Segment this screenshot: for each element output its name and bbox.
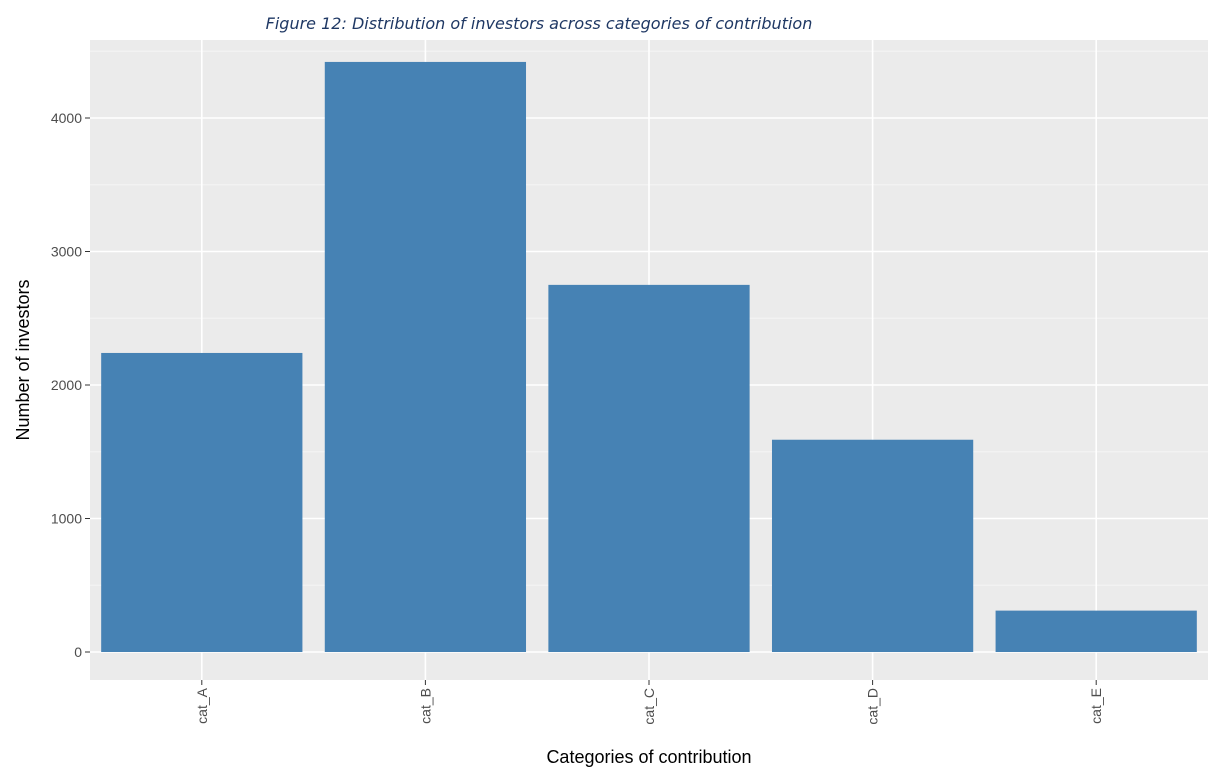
y-tick-label: 1000 <box>51 511 82 527</box>
y-tick-label: 4000 <box>51 110 82 126</box>
bar-cat-c <box>548 284 750 652</box>
y-axis-title: Number of investors <box>13 279 33 440</box>
bar-cat-a <box>101 352 303 652</box>
x-tick-label: cat_E <box>1088 688 1104 724</box>
y-tick-label: 0 <box>74 644 82 660</box>
bar-cat-b <box>324 61 527 653</box>
x-tick-label: cat_D <box>865 688 881 725</box>
figure-caption: Figure 12: Distribution of investors acr… <box>265 14 813 33</box>
bars <box>101 61 1197 653</box>
x-tick-label: cat_A <box>194 687 210 723</box>
y-axis: 0 1000 2000 3000 4000 <box>51 110 90 660</box>
y-tick-label: 2000 <box>51 377 82 393</box>
x-axis-title: Categories of contribution <box>546 747 751 767</box>
bar-cat-d <box>771 439 974 652</box>
x-axis: cat_A cat_B cat_C cat_D cat_E <box>194 680 1104 725</box>
x-tick-label: cat_C <box>641 688 657 725</box>
bar-cat-e <box>995 610 1197 652</box>
y-tick-label: 3000 <box>51 244 82 260</box>
x-tick-label: cat_B <box>417 688 433 724</box>
